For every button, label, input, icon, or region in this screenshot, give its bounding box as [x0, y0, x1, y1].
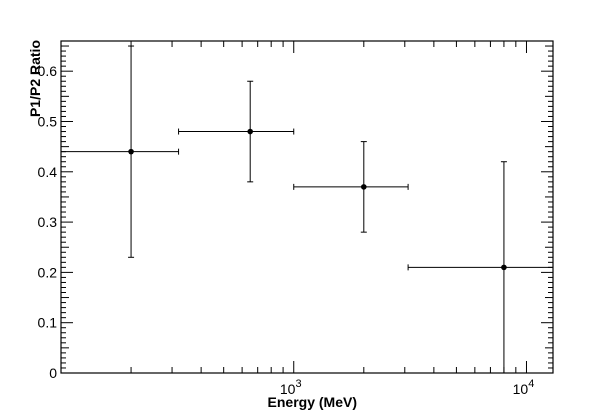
y-tick-label: 0.5 — [38, 113, 58, 129]
data-point-2 — [178, 80, 295, 183]
plot-border — [60, 40, 554, 374]
x-tick-exponent: 4 — [528, 378, 534, 390]
y-axis-title: P1/P2 Ratio — [27, 40, 43, 117]
y-tick-label: 0.2 — [38, 264, 58, 280]
x-axis-title: Energy (MeV) — [268, 394, 357, 410]
data-marker — [247, 128, 253, 135]
y-tick-label: 0 — [49, 365, 57, 381]
data-marker — [128, 148, 134, 155]
y-tick-label: 0.1 — [38, 315, 58, 331]
x-tick-exponent: 3 — [295, 378, 301, 390]
y-tick-label: 0.6 — [38, 63, 58, 79]
x-axis-ticks: 103 104 — [60, 41, 535, 397]
data-point-1 — [60, 45, 180, 258]
y-tick-label: 0.3 — [38, 214, 58, 230]
x-tick-base: 10 — [513, 381, 529, 397]
x-tick-base: 10 — [280, 381, 296, 397]
x-tick-label: 104 — [513, 378, 535, 397]
plot-frame — [60, 40, 554, 374]
x-tick-label: 103 — [280, 378, 302, 397]
data-marker — [361, 184, 367, 190]
y-axis-ticks: 0 0.1 0.2 0.3 0.4 0.5 0.6 — [38, 45, 553, 381]
data-marker — [501, 264, 507, 271]
data-point-4 — [407, 161, 554, 373]
data-points — [60, 45, 554, 373]
y-tick-label: 0.4 — [38, 164, 58, 180]
data-point-3 — [293, 141, 409, 233]
